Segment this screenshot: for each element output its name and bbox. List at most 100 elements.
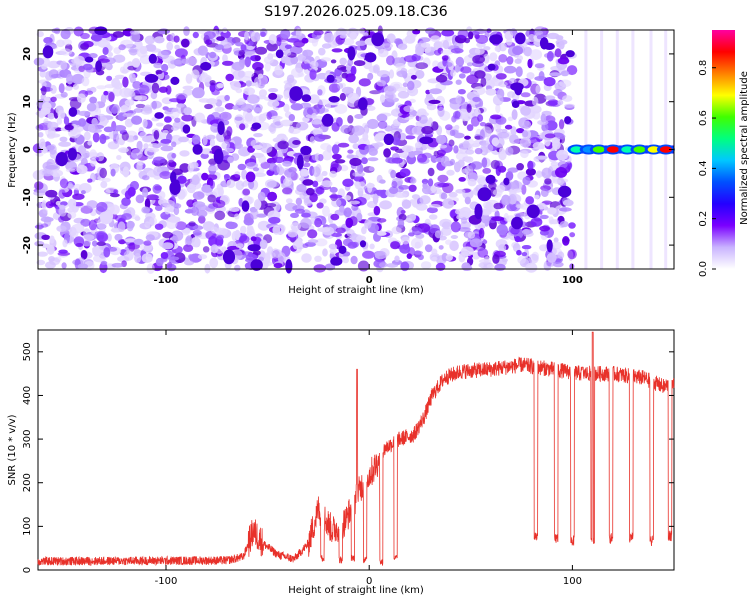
noise-blob	[431, 187, 442, 195]
noise-blob	[225, 73, 234, 82]
noise-blob	[439, 39, 452, 49]
noise-blob	[434, 181, 447, 188]
noise-blob	[224, 94, 230, 102]
noise-blob	[149, 216, 158, 226]
noise-blob	[215, 245, 224, 254]
noise-blob	[33, 57, 45, 66]
noise-blob	[245, 80, 252, 87]
noise-blob	[49, 257, 61, 266]
noise-blob	[190, 237, 201, 248]
noise-blob	[161, 242, 174, 250]
noise-blob	[143, 240, 152, 246]
noise-dark-blob	[170, 171, 177, 184]
noise-blob	[530, 217, 543, 227]
noise-blob	[397, 43, 408, 50]
noise-blob	[504, 65, 517, 74]
noise-blob	[499, 147, 505, 155]
noise-blob	[161, 97, 173, 105]
noise-blob	[84, 90, 94, 95]
noise-blob	[215, 30, 222, 35]
noise-blob	[334, 104, 348, 114]
noise-blob	[491, 137, 500, 147]
noise-blob	[253, 172, 266, 177]
noise-dark-blob	[68, 107, 78, 117]
noise-blob	[558, 119, 565, 130]
noise-blob	[60, 60, 68, 71]
noise-blob	[485, 88, 497, 96]
noise-blob	[421, 185, 433, 195]
noise-blob	[90, 157, 97, 167]
noise-blob	[157, 50, 170, 60]
noise-blob	[551, 241, 562, 250]
noise-blob	[202, 246, 210, 253]
noise-blob	[314, 218, 322, 228]
noise-blob	[521, 245, 532, 250]
noise-blob	[313, 264, 326, 273]
noise-blob	[77, 145, 87, 155]
noise-dark-blob	[300, 145, 312, 156]
noise-blob	[174, 44, 180, 50]
noise-dark-blob	[144, 73, 159, 83]
noise-blob	[186, 183, 196, 194]
noise-blob	[337, 142, 350, 148]
noise-blob	[259, 239, 268, 250]
noise-blob	[493, 202, 504, 210]
noise-blob	[113, 82, 123, 90]
noise-blob	[329, 194, 343, 199]
noise-blob	[567, 249, 577, 260]
noise-blob	[301, 253, 312, 263]
noise-blob	[457, 89, 466, 95]
noise-dark-blob	[170, 76, 180, 85]
noise-dark-blob	[247, 244, 261, 252]
noise-blob	[80, 218, 91, 227]
noise-blob	[362, 250, 375, 259]
noise-blob	[222, 60, 234, 66]
noise-blob	[212, 187, 223, 198]
noise-blob	[45, 165, 59, 170]
noise-blob	[73, 55, 85, 65]
noise-blob	[86, 200, 98, 209]
noise-blob	[143, 143, 149, 150]
noise-blob	[347, 149, 354, 154]
noise-blob	[192, 225, 204, 230]
noise-blob	[59, 136, 68, 142]
noise-blob	[283, 90, 292, 97]
noise-blob	[434, 49, 442, 56]
noise-dark-blob	[489, 34, 503, 45]
noise-blob	[142, 175, 150, 181]
noise-blob	[558, 40, 565, 50]
noise-blob	[336, 64, 347, 71]
noise-blob	[112, 54, 126, 63]
noise-blob	[99, 133, 107, 145]
noise-blob	[245, 51, 256, 56]
noise-blob	[431, 256, 438, 262]
noise-blob	[157, 28, 170, 35]
noise-dark-blob	[330, 257, 343, 266]
noise-blob	[132, 81, 142, 89]
noise-dark-blob	[364, 52, 377, 63]
noise-blob	[466, 103, 472, 113]
noise-blob	[374, 251, 387, 260]
noise-blob	[239, 123, 246, 131]
noise-blob	[124, 99, 135, 106]
noise-blob	[140, 107, 153, 115]
noise-blob	[421, 126, 434, 135]
noise-blob	[243, 217, 254, 226]
noise-blob	[181, 38, 190, 48]
noise-blob	[198, 215, 206, 224]
noise-blob	[450, 48, 464, 54]
noise-blob	[458, 73, 466, 79]
colorbar-tick-label: 0.2	[698, 211, 709, 227]
noise-blob	[460, 217, 468, 224]
noise-blob	[244, 56, 251, 68]
noise-blob	[312, 180, 319, 188]
noise-blob	[525, 196, 535, 205]
noise-blob	[254, 107, 262, 113]
noise-blob	[353, 60, 366, 67]
noise-blob	[34, 240, 45, 247]
noise-blob	[367, 157, 379, 162]
noise-blob	[103, 247, 111, 258]
noise-blob	[320, 57, 331, 62]
noise-blob	[141, 253, 153, 263]
noise-blob	[60, 91, 68, 98]
